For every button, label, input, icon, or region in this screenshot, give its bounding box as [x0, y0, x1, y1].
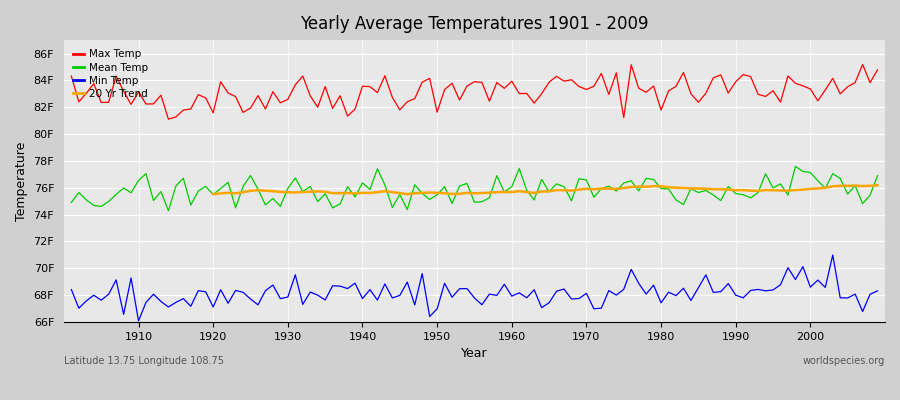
Title: Yearly Average Temperatures 1901 - 2009: Yearly Average Temperatures 1901 - 2009 — [301, 15, 649, 33]
Text: worldspecies.org: worldspecies.org — [803, 356, 885, 366]
Text: Latitude 13.75 Longitude 108.75: Latitude 13.75 Longitude 108.75 — [64, 356, 224, 366]
X-axis label: Year: Year — [461, 347, 488, 360]
Legend: Max Temp, Mean Temp, Min Temp, 20 Yr Trend: Max Temp, Mean Temp, Min Temp, 20 Yr Tre… — [69, 45, 152, 103]
Y-axis label: Temperature: Temperature — [15, 141, 28, 221]
